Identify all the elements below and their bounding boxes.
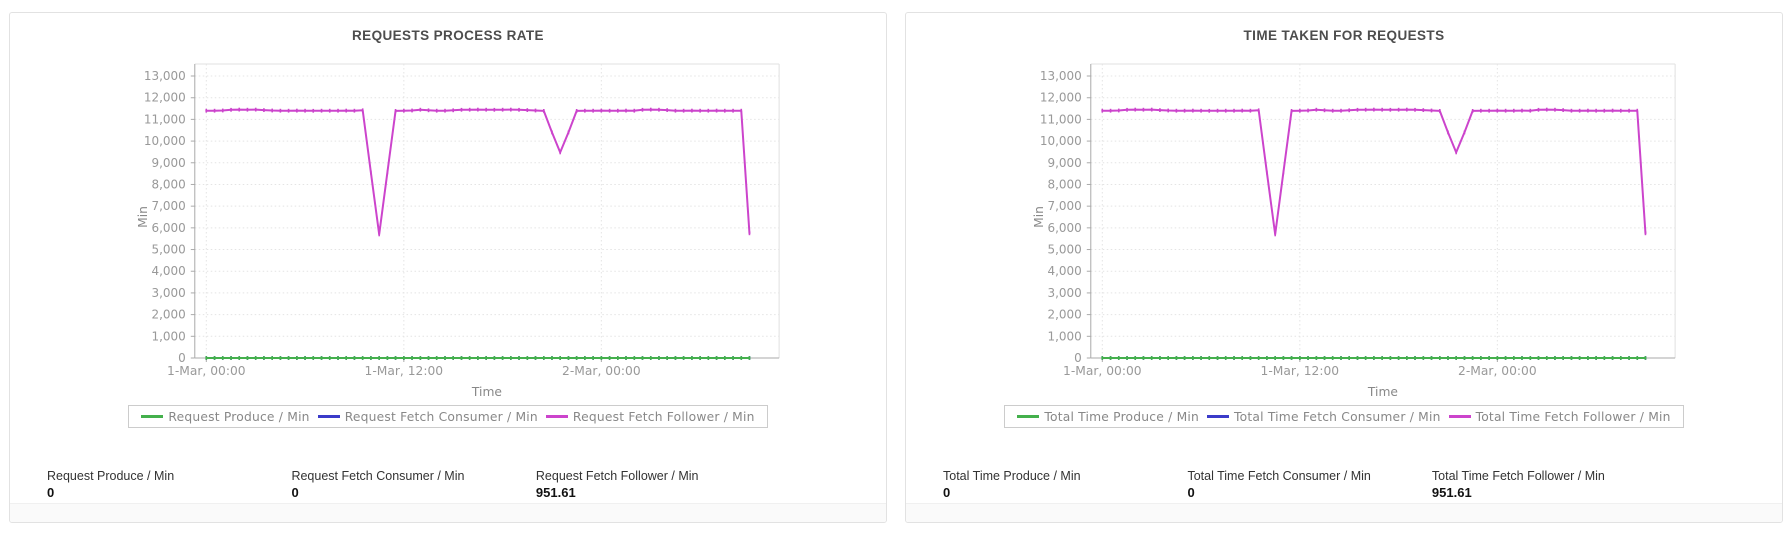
svg-text:1,000: 1,000 (1048, 329, 1082, 343)
svg-text:4,000: 4,000 (152, 264, 186, 278)
legend-item-fetch-follower[interactable]: Request Fetch Follower / Min (545, 409, 755, 424)
legend-swatch-blue (1207, 415, 1229, 418)
stat-label: Request Fetch Consumer / Min (291, 469, 465, 483)
legend-swatch-magenta (545, 415, 568, 418)
stat-value: 951.61 (1431, 485, 1472, 500)
svg-text:1-Mar, 12:00: 1-Mar, 12:00 (1261, 364, 1340, 378)
svg-text:2,000: 2,000 (1048, 308, 1082, 322)
stat-value: 0 (1187, 485, 1195, 500)
svg-text:Time: Time (471, 385, 502, 399)
panel-time-taken-for-requests: TIME TAKEN FOR REQUESTS 0 1,000 2,000 3,000… (905, 12, 1783, 523)
svg-text:7,000: 7,000 (1048, 199, 1082, 213)
svg-text:13,000: 13,000 (1040, 69, 1082, 83)
chart-legend: Request Produce / Min Request Fetch Cons… (10, 405, 886, 428)
svg-text:8,000: 8,000 (1048, 177, 1082, 191)
svg-text:11,000: 11,000 (144, 112, 186, 126)
legend-swatch-green (141, 415, 164, 418)
svg-text:1-Mar, 00:00: 1-Mar, 00:00 (1063, 364, 1142, 378)
stat-label: Request Produce / Min (47, 469, 175, 483)
legend-label: Request Produce / Min (168, 409, 310, 424)
stat-label: Total Time Fetch Follower / Min (1431, 469, 1605, 483)
legend-item-total-time-fetch-consumer[interactable]: Total Time Fetch Consumer / Min (1207, 410, 1441, 424)
panel-requests-process-rate: REQUESTS PROCESS RATE 0 1,000 2,000 3,000 4,… (9, 12, 887, 523)
legend-label: Request Fetch Consumer / Min (344, 409, 538, 424)
panel-footer-strip (10, 503, 886, 522)
stat-label: Request Fetch Follower / Min (535, 469, 699, 483)
panel-footer-strip (906, 503, 1782, 522)
legend-label: Total Time Produce / Min (1044, 409, 1199, 424)
svg-text:13,000: 13,000 (144, 69, 186, 83)
svg-text:9,000: 9,000 (1048, 156, 1082, 170)
stat-request-produce: Request Produce / Min 0 (47, 468, 287, 501)
svg-text:1,000: 1,000 (152, 329, 186, 343)
svg-text:Min: Min (1032, 206, 1046, 228)
stat-value: 0 (47, 485, 55, 500)
chart-legend: Total Time Produce / Min Total Time Fetc… (906, 405, 1782, 428)
stat-request-fetch-consumer: Request Fetch Consumer / Min 0 (291, 468, 531, 501)
svg-text:6,000: 6,000 (1048, 221, 1082, 235)
legend-item-total-time-fetch-follower[interactable]: Total Time Fetch Follower / Min (1448, 409, 1671, 424)
svg-text:12,000: 12,000 (144, 91, 186, 105)
svg-text:9,000: 9,000 (152, 156, 186, 170)
stat-value: 0 (943, 485, 951, 500)
stat-label: Total Time Fetch Consumer / Min (1187, 469, 1371, 483)
svg-text:8,000: 8,000 (152, 177, 186, 191)
stats-row: Total Time Produce / Min 0 Total Time Fe… (906, 468, 1782, 501)
svg-text:Time: Time (1367, 385, 1398, 399)
stat-label: Total Time Produce / Min (943, 469, 1081, 483)
svg-text:12,000: 12,000 (1040, 91, 1082, 105)
legend-swatch-green (1017, 415, 1040, 418)
svg-text:0: 0 (1074, 351, 1082, 365)
legend-item-produce[interactable]: Request Produce / Min (141, 410, 309, 424)
svg-text:11,000: 11,000 (1040, 112, 1082, 126)
svg-text:1-Mar, 12:00: 1-Mar, 12:00 (365, 364, 444, 378)
svg-text:6,000: 6,000 (152, 221, 186, 235)
svg-text:3,000: 3,000 (152, 286, 186, 300)
svg-text:5,000: 5,000 (1048, 243, 1082, 257)
svg-text:0: 0 (178, 351, 186, 365)
legend-swatch-magenta (1448, 415, 1471, 418)
stats-row: Request Produce / Min 0 Request Fetch Co… (10, 468, 886, 501)
stat-value: 0 (291, 485, 299, 500)
svg-text:10,000: 10,000 (1040, 134, 1082, 148)
legend-label: Total Time Fetch Consumer / Min (1234, 409, 1441, 424)
chart-canvas[interactable]: 0 1,000 2,000 3,000 4,000 5,000 6,000 7,000 8,00… (10, 63, 886, 403)
stat-total-time-fetch-follower: Total Time Fetch Follower / Min 951.61 (1432, 468, 1672, 501)
legend-label: Request Fetch Follower / Min (572, 409, 755, 424)
stat-total-time-fetch-consumer: Total Time Fetch Consumer / Min 0 (1187, 468, 1427, 501)
stat-total-time-produce: Total Time Produce / Min 0 (943, 468, 1183, 501)
chart-title: TIME TAKEN FOR REQUESTS (1243, 28, 1445, 43)
svg-text:2-Mar, 00:00: 2-Mar, 00:00 (562, 364, 641, 378)
legend-item-fetch-consumer[interactable]: Request Fetch Consumer / Min (317, 409, 538, 424)
svg-text:2-Mar, 00:00: 2-Mar, 00:00 (1458, 364, 1537, 378)
legend-item-total-time-produce[interactable]: Total Time Produce / Min (1017, 410, 1199, 424)
legend-label: Total Time Fetch Follower / Min (1475, 409, 1671, 424)
chart-title: REQUESTS PROCESS RATE (352, 28, 544, 43)
svg-text:5,000: 5,000 (152, 243, 186, 257)
legend-swatch-blue (317, 415, 340, 418)
svg-text:Min: Min (136, 206, 150, 228)
svg-text:7,000: 7,000 (152, 199, 186, 213)
chart-canvas[interactable]: 0 1,000 2,000 3,000 4,000 5,000 6,000 7,000 8,00… (906, 63, 1782, 403)
svg-text:1-Mar, 00:00: 1-Mar, 00:00 (167, 364, 246, 378)
svg-text:10,000: 10,000 (144, 134, 186, 148)
svg-text:2,000: 2,000 (152, 308, 186, 322)
stat-value: 951.61 (535, 485, 576, 500)
stat-request-fetch-follower: Request Fetch Follower / Min 951.61 (536, 468, 776, 501)
svg-text:3,000: 3,000 (1048, 286, 1082, 300)
svg-text:4,000: 4,000 (1048, 264, 1082, 278)
